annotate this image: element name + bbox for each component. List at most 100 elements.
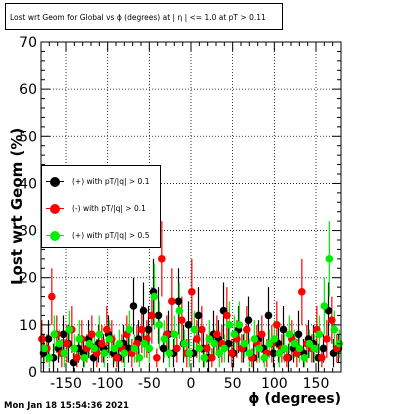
data-point xyxy=(178,316,186,324)
x-tick-label: 150 xyxy=(303,376,330,392)
data-point xyxy=(65,325,74,334)
legend-label: (+) with pT/|q| > 0.1 xyxy=(72,177,150,186)
data-point xyxy=(129,302,138,310)
data-point xyxy=(318,354,326,362)
data-point xyxy=(310,344,319,353)
y-tick-label: 40 xyxy=(19,176,37,192)
data-point xyxy=(290,339,299,348)
data-point xyxy=(190,325,199,334)
data-point xyxy=(125,325,134,334)
data-point xyxy=(210,339,219,348)
data-point xyxy=(153,354,161,362)
data-point xyxy=(80,354,89,362)
data-point xyxy=(115,339,124,348)
data-point xyxy=(98,339,106,348)
legend-marker xyxy=(50,231,60,241)
data-point xyxy=(279,325,288,334)
timestamp: Mon Jan 18 15:54:36 2021 xyxy=(4,401,129,411)
data-point xyxy=(230,330,239,339)
data-point xyxy=(180,339,189,348)
data-point xyxy=(50,330,59,339)
data-point xyxy=(139,306,148,315)
data-point xyxy=(213,330,221,339)
data-point xyxy=(120,349,129,357)
data-point xyxy=(280,344,289,353)
data-point xyxy=(154,311,163,320)
data-point xyxy=(194,311,203,320)
data-point xyxy=(198,325,206,334)
chart-title-box: Lost wrt Geom for Global vs ϕ (degrees) … xyxy=(5,3,283,30)
legend-marker xyxy=(50,204,60,214)
data-point xyxy=(159,344,168,353)
data-point xyxy=(245,349,254,357)
data-point xyxy=(240,339,249,348)
data-point xyxy=(273,321,281,329)
data-point xyxy=(110,344,119,353)
data-point xyxy=(298,288,306,296)
data-point xyxy=(270,335,279,343)
data-point xyxy=(184,321,193,329)
x-tick-label: -150 xyxy=(50,376,82,392)
data-point xyxy=(100,349,109,357)
data-point xyxy=(205,335,214,343)
data-point xyxy=(88,330,96,339)
data-point xyxy=(165,349,174,357)
data-point xyxy=(75,335,84,343)
data-point xyxy=(135,354,144,362)
legend-entry: (+) with pT/|q| > 0.1 xyxy=(42,176,160,188)
data-point xyxy=(45,354,54,362)
x-tick-label: 0 xyxy=(187,376,196,392)
y-tick-label: 60 xyxy=(19,82,37,98)
data-point xyxy=(260,354,269,362)
data-point xyxy=(144,325,153,334)
data-point xyxy=(48,292,56,301)
data-point xyxy=(255,344,264,353)
x-axis-label: ϕ (degrees) xyxy=(248,391,341,407)
legend-label: (-) with pT/|q| > 0.1 xyxy=(72,204,146,213)
data-point xyxy=(250,335,259,343)
y-tick-label: 70 xyxy=(19,35,37,51)
data-point xyxy=(105,335,114,343)
y-tick-label: 20 xyxy=(19,271,37,287)
data-point xyxy=(244,316,253,324)
data-point xyxy=(264,311,273,320)
data-point xyxy=(203,344,211,353)
data-point xyxy=(44,335,53,343)
data-point xyxy=(168,297,176,306)
data-point xyxy=(315,330,324,339)
data-point xyxy=(55,339,64,348)
data-point xyxy=(295,344,304,353)
data-point xyxy=(174,297,183,306)
data-point xyxy=(148,311,156,320)
data-point xyxy=(138,325,146,334)
data-point xyxy=(220,344,229,353)
data-point xyxy=(95,330,104,339)
data-point xyxy=(285,330,294,339)
y-tick-label: 50 xyxy=(19,129,37,145)
data-point xyxy=(90,344,99,353)
legend-entry: (-) with pT/|q| > 0.1 xyxy=(42,203,160,215)
data-point xyxy=(103,325,111,334)
data-point xyxy=(269,349,278,357)
data-point xyxy=(320,302,329,310)
data-point xyxy=(38,335,46,343)
data-point xyxy=(323,335,331,343)
data-point xyxy=(113,354,121,362)
data-point xyxy=(155,321,164,329)
data-point xyxy=(265,339,274,348)
data-point xyxy=(40,344,49,353)
data-point xyxy=(305,339,314,348)
data-point xyxy=(193,335,201,343)
data-point xyxy=(150,292,159,301)
data-point xyxy=(160,335,169,343)
data-point xyxy=(145,344,154,353)
data-point xyxy=(170,330,179,339)
chart-title: Lost wrt Geom for Global vs ϕ (degrees) … xyxy=(10,13,266,22)
data-point xyxy=(235,321,244,329)
data-point xyxy=(330,325,339,334)
data-point xyxy=(158,255,166,263)
data-point xyxy=(275,349,284,357)
legend-label: (+) with pT/|q| > 0.5 xyxy=(72,231,150,240)
x-tick-label: -100 xyxy=(92,376,124,392)
legend-entry: (+) with pT/|q| > 0.5 xyxy=(42,230,160,242)
